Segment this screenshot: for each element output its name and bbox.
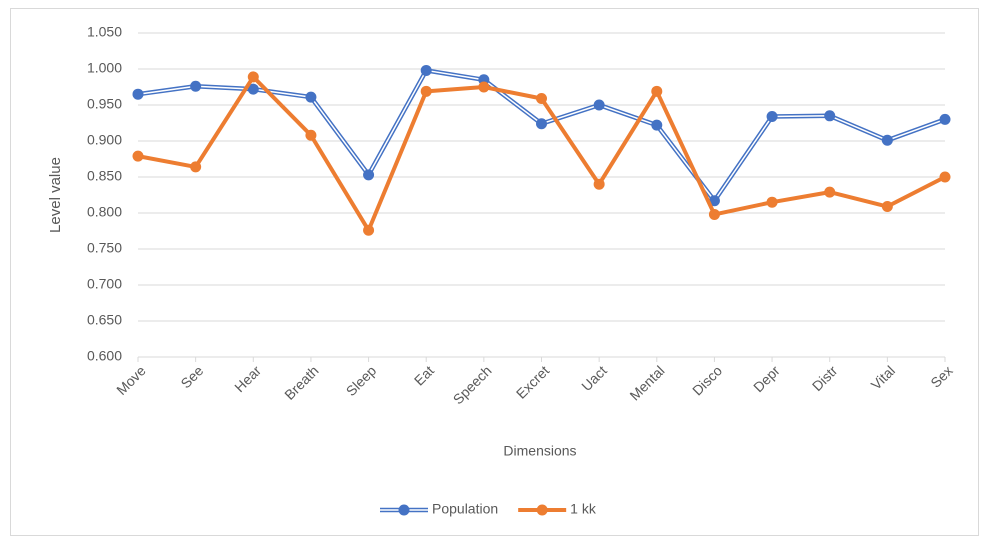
data-point (363, 169, 375, 181)
x-axis-title: Dimensions (503, 443, 576, 459)
data-point (420, 64, 432, 76)
y-tick-label: 0.950 (87, 96, 122, 112)
data-point (478, 81, 490, 93)
data-point (824, 186, 836, 198)
data-point (536, 93, 547, 105)
y-tick-label: 0.900 (87, 132, 122, 148)
y-tick-label: 1.000 (87, 60, 122, 76)
y-tick-label: 0.800 (87, 204, 122, 220)
data-point (536, 118, 547, 130)
data-point (190, 161, 202, 173)
data-point (881, 134, 893, 146)
data-point (651, 85, 663, 97)
data-point (939, 171, 951, 183)
data-point (593, 99, 605, 111)
y-tick-label: 0.650 (87, 312, 122, 328)
data-point (939, 113, 951, 125)
data-point (593, 178, 605, 190)
data-point (881, 201, 893, 213)
data-point (190, 80, 202, 92)
data-point (420, 85, 432, 97)
legend-label: 1 kk (570, 501, 597, 517)
data-point (651, 119, 663, 131)
data-point (708, 195, 720, 207)
data-point (305, 91, 317, 103)
data-point (708, 208, 720, 220)
legend-marker (398, 504, 410, 516)
chart-frame (10, 8, 979, 536)
legend-label: Population (432, 501, 498, 517)
data-point (132, 88, 144, 100)
y-tick-label: 0.750 (87, 240, 122, 256)
y-axis-title: Level value (47, 157, 64, 233)
data-point (766, 196, 778, 208)
y-tick-label: 1.050 (87, 24, 122, 40)
y-tick-label: 0.850 (87, 168, 122, 184)
legend-marker (536, 504, 548, 516)
data-point (247, 83, 259, 95)
data-point (824, 110, 836, 122)
data-point (305, 129, 317, 141)
y-tick-label: 0.600 (87, 348, 122, 364)
data-point (132, 150, 144, 162)
y-tick-label: 0.700 (87, 276, 122, 292)
data-point (766, 111, 778, 123)
data-point (247, 71, 259, 83)
data-point (363, 224, 375, 236)
